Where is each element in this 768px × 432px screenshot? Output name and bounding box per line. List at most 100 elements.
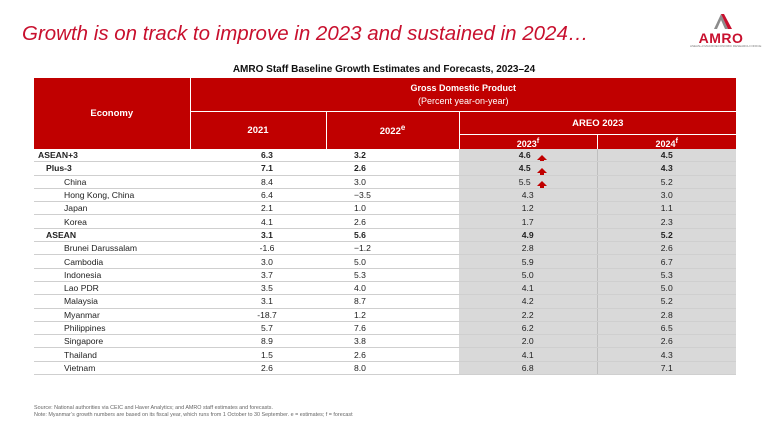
cell-2023: 4.3 <box>459 188 597 203</box>
table-row-asean3: ASEAN+3 6.3 3.2 4.6 4.5 <box>34 149 737 163</box>
cell-2024: 2.8 <box>596 308 737 322</box>
cell-2022: 7.6 <box>326 321 459 336</box>
cell-2024: 6.5 <box>596 321 737 336</box>
cell-2022: 2.6 <box>326 161 459 176</box>
cell-2022: 4.0 <box>326 281 459 296</box>
cell-2021: 3.5 <box>190 281 326 296</box>
cell-2021: -18.7 <box>190 308 326 322</box>
cell-2024: 3.0 <box>596 188 737 203</box>
cell-2023: 5.9 <box>459 254 597 269</box>
cell-economy: Korea <box>34 214 190 229</box>
cell-2023: 2.8 <box>459 241 597 256</box>
cell-2022: 2.6 <box>326 347 459 362</box>
header-2022-sup: e <box>400 123 406 133</box>
table-row-brunei: Brunei Darussalam -1.6 −1.2 2.8 2.6 <box>34 241 737 256</box>
header-economy: Economy <box>34 78 191 149</box>
cell-2021: 3.0 <box>190 254 326 269</box>
cell-economy: Philippines <box>34 321 190 336</box>
header-2023: 2023f <box>459 134 598 149</box>
cell-economy: Malaysia <box>34 294 190 309</box>
header-2022: 2022e <box>326 111 460 149</box>
cell-2022: 5.6 <box>326 227 459 243</box>
cell-economy: Hong Kong, China <box>34 188 190 203</box>
cell-2021: 8.4 <box>190 175 326 189</box>
cell-2024: 5.2 <box>596 175 737 189</box>
cell-2023: 5.5 <box>459 175 597 189</box>
table-row-china: China 8.4 3.0 5.5 5.2 <box>34 175 737 189</box>
header-2024-year: 2024 <box>655 138 676 149</box>
slide-title: Growth is on track to improve in 2023 an… <box>22 22 589 45</box>
header-gdp-title: Gross Domestic Product <box>410 82 517 93</box>
cell-2021: 8.9 <box>190 334 326 349</box>
table-row-hong-kong: Hong Kong, China 6.4 −3.5 4.3 3.0 <box>34 188 737 203</box>
cell-economy: Vietnam <box>34 361 190 376</box>
cell-2021: 2.1 <box>190 201 326 216</box>
cell-2023: 1.7 <box>459 214 597 229</box>
cell-2022: 8.7 <box>326 294 459 309</box>
cell-2022: 2.6 <box>326 214 459 229</box>
cell-2023: 1.2 <box>459 201 597 216</box>
header-2023-sup: f <box>536 135 540 145</box>
cell-2021: 3.1 <box>190 227 326 243</box>
cell-economy: Myanmar <box>34 308 190 322</box>
cell-economy: Plus-3 <box>34 161 190 176</box>
footnote-note: Note: Myanmar’s growth numbers are based… <box>34 412 353 418</box>
header-2023-year: 2023 <box>516 138 537 149</box>
table-row-myanmar: Myanmar -18.7 1.2 2.2 2.8 <box>34 308 737 322</box>
cell-2022: 5.0 <box>326 254 459 269</box>
table-row-japan: Japan 2.1 1.0 1.2 1.1 <box>34 201 737 216</box>
table-row-thailand: Thailand 1.5 2.6 4.1 4.3 <box>34 347 737 362</box>
cell-2024: 4.5 <box>596 149 737 163</box>
cell-2023: 4.9 <box>459 227 597 243</box>
growth-table: Economy Gross Domestic Product (Percent … <box>34 78 737 376</box>
footnote-source: Source: National authorities via CEIC an… <box>34 405 273 411</box>
cell-2024: 2.6 <box>596 241 737 256</box>
cell-2023-value: 4.6 <box>518 150 531 161</box>
cell-2021: 7.1 <box>190 161 326 176</box>
cell-2022: −1.2 <box>326 241 459 256</box>
cell-2021: 6.3 <box>190 149 326 163</box>
cell-2023: 4.1 <box>459 281 597 296</box>
table-row-korea: Korea 4.1 2.6 1.7 2.3 <box>34 214 737 229</box>
header-areo: AREO 2023 <box>459 111 737 135</box>
cell-2023: 2.0 <box>459 334 597 349</box>
table-row-plus3: Plus-3 7.1 2.6 4.5 4.3 <box>34 161 737 176</box>
cell-2022: 1.2 <box>326 308 459 322</box>
cell-2024: 7.1 <box>596 361 737 376</box>
cell-2021: 3.7 <box>190 268 326 282</box>
cell-economy: Japan <box>34 201 190 216</box>
table-row-malaysia: Malaysia 3.1 8.7 4.2 5.2 <box>34 294 737 309</box>
cell-2021: 5.7 <box>190 321 326 336</box>
cell-2022: 3.0 <box>326 175 459 189</box>
cell-2021: 2.6 <box>190 361 326 376</box>
table-row-indonesia: Indonesia 3.7 5.3 5.0 5.3 <box>34 268 737 282</box>
cell-2023: 6.2 <box>459 321 597 336</box>
cell-2023: 4.2 <box>459 294 597 309</box>
table-title: AMRO Staff Baseline Growth Estimates and… <box>232 64 536 75</box>
cell-2021: 4.1 <box>190 214 326 229</box>
cell-2021: 3.1 <box>190 294 326 309</box>
header-gdp-unit: (Percent year-on-year) <box>417 95 509 106</box>
cell-economy: Singapore <box>34 334 190 349</box>
cell-2024: 5.2 <box>596 294 737 309</box>
cell-2022: 8.0 <box>326 361 459 376</box>
cell-2023: 4.1 <box>459 347 597 362</box>
amro-logo-tagline: ASEAN+3 MACROECONOMIC RESEARCH OFFICE <box>690 44 762 48</box>
amro-logo-text: AMRO <box>698 30 744 46</box>
cell-2024: 2.6 <box>596 334 737 349</box>
cell-2024: 4.3 <box>596 347 737 362</box>
cell-2024: 1.1 <box>596 201 737 216</box>
cell-2021: -1.6 <box>190 241 326 256</box>
amro-logo: AMRO ASEAN+3 MACROECONOMIC RESEARCH OFFI… <box>690 12 762 48</box>
table-row-vietnam: Vietnam 2.6 8.0 6.8 7.1 <box>34 361 737 376</box>
cell-economy: ASEAN <box>34 227 190 243</box>
cell-2023: 4.6 <box>459 149 597 163</box>
cell-economy: ASEAN+3 <box>34 149 190 163</box>
cell-economy: Brunei Darussalam <box>34 241 190 256</box>
header-2024: 2024f <box>597 134 737 149</box>
cell-2024: 6.7 <box>596 254 737 269</box>
cell-2023: 4.5 <box>459 161 597 176</box>
amro-logo-mark <box>714 14 732 29</box>
cell-2023: 5.0 <box>459 268 597 282</box>
cell-economy: China <box>34 175 190 189</box>
